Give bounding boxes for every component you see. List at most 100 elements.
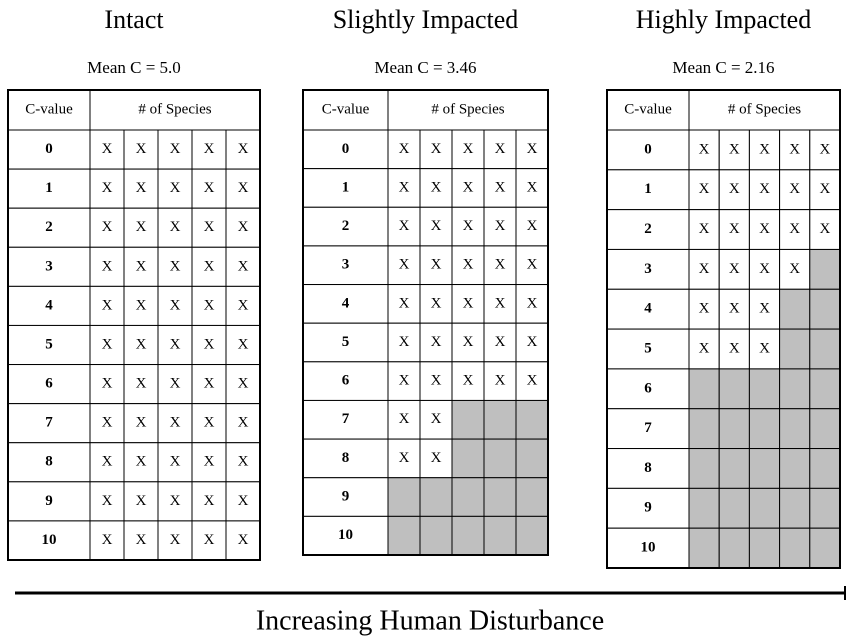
species-mark: X bbox=[759, 340, 770, 356]
empty-cell bbox=[748, 487, 781, 529]
species-mark: X bbox=[399, 218, 410, 234]
species-mark: X bbox=[431, 411, 442, 427]
species-mark: X bbox=[204, 141, 215, 157]
species-mark: X bbox=[170, 180, 181, 196]
empty-cell bbox=[515, 399, 549, 440]
cell bbox=[483, 284, 517, 324]
species-mark: X bbox=[495, 295, 506, 311]
cell bbox=[123, 481, 159, 522]
empty-cell bbox=[718, 368, 750, 410]
empty-cell bbox=[809, 368, 841, 410]
c-value-cell bbox=[302, 322, 389, 363]
c-value: 0 bbox=[45, 141, 53, 157]
empty-cell bbox=[688, 448, 720, 489]
c-value: 4 bbox=[342, 295, 350, 311]
c-value: 5 bbox=[45, 336, 53, 352]
empty-cell bbox=[809, 448, 841, 489]
cell bbox=[419, 399, 453, 440]
empty-cell bbox=[748, 448, 781, 489]
species-mark: X bbox=[238, 141, 249, 157]
species-mark: X bbox=[789, 141, 800, 157]
cell bbox=[718, 169, 750, 211]
empty-cell bbox=[483, 438, 517, 479]
species-mark: X bbox=[136, 219, 147, 235]
species-mark: X bbox=[699, 261, 710, 277]
cell bbox=[123, 364, 159, 405]
species-mark: X bbox=[463, 257, 474, 273]
cell bbox=[225, 481, 261, 522]
c-value: 5 bbox=[342, 334, 350, 350]
species-mark: X bbox=[204, 219, 215, 235]
table-border bbox=[7, 89, 261, 561]
c-value-cell bbox=[302, 129, 389, 170]
cell bbox=[483, 245, 517, 286]
species-mark: X bbox=[699, 340, 710, 356]
species-mark: X bbox=[495, 373, 506, 389]
cell bbox=[191, 364, 227, 405]
empty-cell bbox=[688, 368, 720, 410]
species-mark: X bbox=[431, 218, 442, 234]
empty-cell bbox=[451, 438, 485, 479]
cell bbox=[191, 403, 227, 444]
c-value: 6 bbox=[45, 376, 53, 392]
panel-subtitle: Mean C = 5.0 bbox=[87, 58, 181, 77]
cell bbox=[89, 481, 125, 522]
species-mark: X bbox=[729, 261, 740, 277]
panel-title: Intact bbox=[104, 5, 164, 34]
species-mark: X bbox=[527, 218, 538, 234]
c-value-cell bbox=[302, 399, 389, 440]
species-mark: X bbox=[238, 219, 249, 235]
empty-cell bbox=[483, 477, 517, 517]
empty-cell bbox=[718, 448, 750, 489]
empty-cell bbox=[451, 399, 485, 440]
cell bbox=[748, 169, 781, 211]
species-mark: X bbox=[102, 336, 113, 352]
cell bbox=[718, 129, 750, 171]
empty-cell bbox=[718, 487, 750, 529]
species-mark: X bbox=[238, 258, 249, 274]
species-mark: X bbox=[819, 141, 830, 157]
cell bbox=[483, 168, 517, 208]
c-value: 10 bbox=[338, 527, 353, 543]
cell bbox=[225, 520, 261, 561]
species-mark: X bbox=[170, 532, 181, 548]
header-cell: # of Species bbox=[728, 101, 801, 117]
species-mark: X bbox=[399, 257, 410, 273]
species-mark: X bbox=[431, 295, 442, 311]
c-value: 1 bbox=[342, 179, 350, 195]
cell bbox=[451, 322, 485, 363]
cell bbox=[387, 206, 421, 247]
c-value: 0 bbox=[342, 141, 350, 157]
cell bbox=[387, 168, 421, 208]
c-value: 6 bbox=[342, 373, 350, 389]
species-mark: X bbox=[789, 181, 800, 197]
empty-cell bbox=[515, 477, 549, 517]
species-mark: X bbox=[204, 297, 215, 313]
c-value: 7 bbox=[45, 415, 53, 431]
cell bbox=[387, 322, 421, 363]
empty-cell bbox=[483, 399, 517, 440]
panel-subtitle: Mean C = 2.16 bbox=[672, 58, 774, 77]
species-mark: X bbox=[399, 179, 410, 195]
species-mark: X bbox=[136, 454, 147, 470]
footer-label: Increasing Human Disturbance bbox=[256, 605, 604, 636]
species-mark: X bbox=[527, 334, 538, 350]
header-cell: # of Species bbox=[431, 101, 504, 117]
table-border bbox=[606, 89, 841, 569]
cell bbox=[718, 209, 750, 250]
species-mark: X bbox=[170, 376, 181, 392]
species-mark: X bbox=[527, 373, 538, 389]
species-mark: X bbox=[102, 454, 113, 470]
c-value-cell bbox=[606, 288, 690, 330]
cell bbox=[779, 169, 811, 211]
species-mark: X bbox=[102, 180, 113, 196]
species-mark: X bbox=[463, 295, 474, 311]
empty-cell bbox=[718, 527, 750, 569]
empty-cell bbox=[688, 527, 720, 569]
header-cell: # of Species bbox=[138, 101, 211, 117]
cell bbox=[387, 129, 421, 170]
panel-subtitle: Mean C = 3.46 bbox=[374, 58, 476, 77]
species-mark: X bbox=[463, 334, 474, 350]
empty-cell bbox=[779, 328, 811, 370]
c-value: 8 bbox=[342, 450, 350, 466]
